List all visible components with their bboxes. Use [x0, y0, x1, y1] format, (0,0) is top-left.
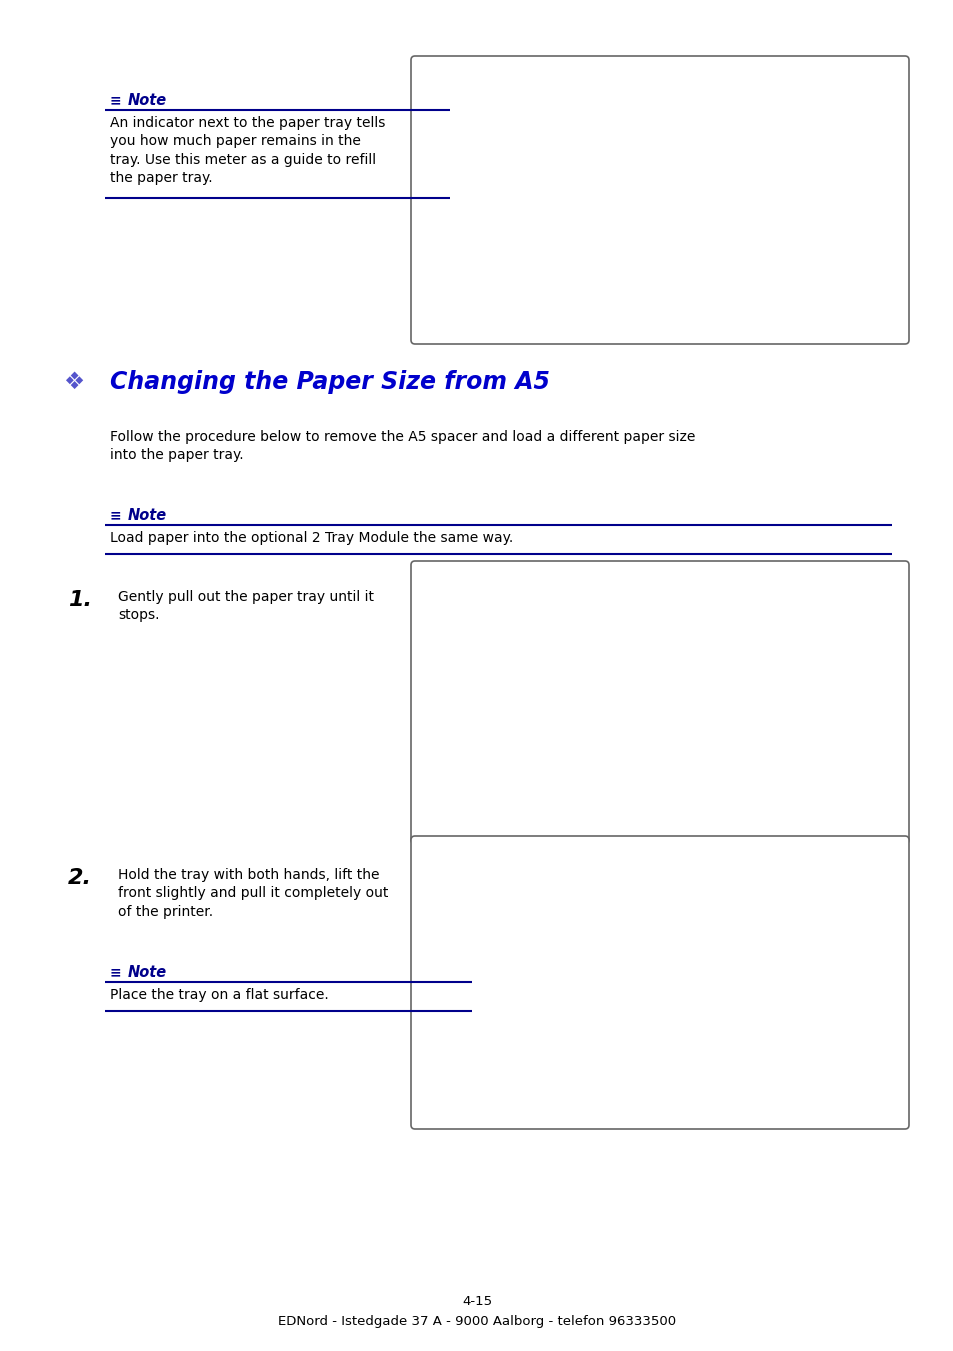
- FancyBboxPatch shape: [411, 561, 908, 844]
- Text: 1.: 1.: [68, 590, 91, 611]
- Text: Note: Note: [128, 508, 167, 523]
- Text: EDNord - Istedgade 37 A - 9000 Aalborg - telefon 96333500: EDNord - Istedgade 37 A - 9000 Aalborg -…: [277, 1315, 676, 1328]
- Text: 2.: 2.: [68, 867, 91, 888]
- Text: 4-15: 4-15: [461, 1296, 492, 1308]
- Text: Place the tray on a flat surface.: Place the tray on a flat surface.: [110, 988, 329, 1002]
- Text: Hold the tray with both hands, lift the
front slightly and pull it completely ou: Hold the tray with both hands, lift the …: [118, 867, 388, 919]
- Text: ≡: ≡: [110, 508, 121, 521]
- Text: Note: Note: [128, 965, 167, 979]
- Text: Note: Note: [128, 93, 167, 108]
- Text: ≡: ≡: [110, 93, 121, 107]
- Text: An indicator next to the paper tray tells
you how much paper remains in the
tray: An indicator next to the paper tray tell…: [110, 116, 385, 185]
- Text: ≡: ≡: [110, 965, 121, 979]
- Text: Follow the procedure below to remove the A5 spacer and load a different paper si: Follow the procedure below to remove the…: [110, 430, 695, 462]
- Text: ❖: ❖: [63, 370, 84, 394]
- Text: Load paper into the optional 2 Tray Module the same way.: Load paper into the optional 2 Tray Modu…: [110, 531, 513, 544]
- Text: Changing the Paper Size from A5: Changing the Paper Size from A5: [110, 370, 550, 394]
- FancyBboxPatch shape: [411, 55, 908, 345]
- FancyBboxPatch shape: [411, 836, 908, 1129]
- Text: Gently pull out the paper tray until it
stops.: Gently pull out the paper tray until it …: [118, 590, 374, 623]
